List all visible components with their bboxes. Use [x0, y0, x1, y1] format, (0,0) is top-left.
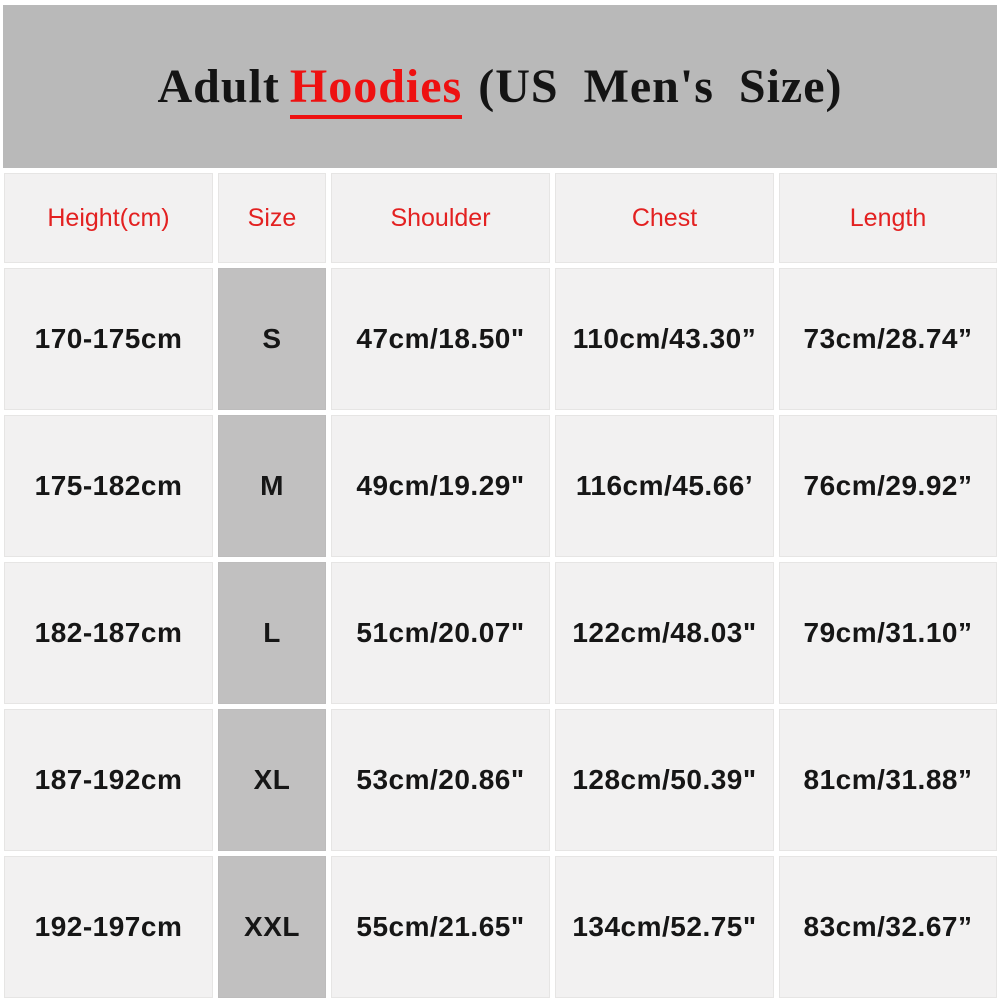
length-cell-row-m: 76cm/29.92”: [779, 415, 997, 557]
title-prefix: Adult: [157, 60, 280, 113]
chest-cell-row-xxl: 134cm/52.75": [555, 856, 774, 998]
size-cell-row-l: L: [218, 562, 326, 704]
chest-cell-row-s: 110cm/43.30”: [555, 268, 774, 410]
length-cell-row-s: 73cm/28.74”: [779, 268, 997, 410]
shoulder-cell-row-xl: 53cm/20.86": [331, 709, 550, 851]
shoulder-cell-row-m: 49cm/19.29": [331, 415, 550, 557]
height-cell-row-s: 170-175cm: [4, 268, 213, 410]
chest-cell-row-l: 122cm/48.03": [555, 562, 774, 704]
chest-cell-row-m: 116cm/45.66’: [555, 415, 774, 557]
length-cell-row-xxl: 83cm/32.67”: [779, 856, 997, 998]
height-cell-row-xxl: 192-197cm: [4, 856, 213, 998]
shoulder-cell-row-l: 51cm/20.07": [331, 562, 550, 704]
col-header-size: Size: [218, 173, 326, 263]
size-chart-table: Height(cm) Size Shoulder Chest Length 17…: [4, 173, 997, 998]
col-header-shoulder: Shoulder: [331, 173, 550, 263]
size-cell-row-xxl: XXL: [218, 856, 326, 998]
size-cell-row-m: M: [218, 415, 326, 557]
length-cell-row-l: 79cm/31.10”: [779, 562, 997, 704]
height-cell-row-m: 175-182cm: [4, 415, 213, 557]
size-cell-row-s: S: [218, 268, 326, 410]
shoulder-cell-row-xxl: 55cm/21.65": [331, 856, 550, 998]
length-cell-row-xl: 81cm/31.88”: [779, 709, 997, 851]
chest-cell-row-xl: 128cm/50.39": [555, 709, 774, 851]
col-header-length: Length: [779, 173, 997, 263]
shoulder-cell-row-s: 47cm/18.50": [331, 268, 550, 410]
height-cell-row-xl: 187-192cm: [4, 709, 213, 851]
title-suffix: (US Men's Size): [478, 60, 843, 113]
height-cell-row-l: 182-187cm: [4, 562, 213, 704]
col-header-chest: Chest: [555, 173, 774, 263]
title-banner: Adult Hoodies (US Men's Size): [3, 5, 997, 168]
page-title: Adult Hoodies (US Men's Size): [157, 59, 843, 119]
size-cell-row-xl: XL: [218, 709, 326, 851]
title-highlight: Hoodies: [289, 60, 463, 119]
col-header-height: Height(cm): [4, 173, 213, 263]
